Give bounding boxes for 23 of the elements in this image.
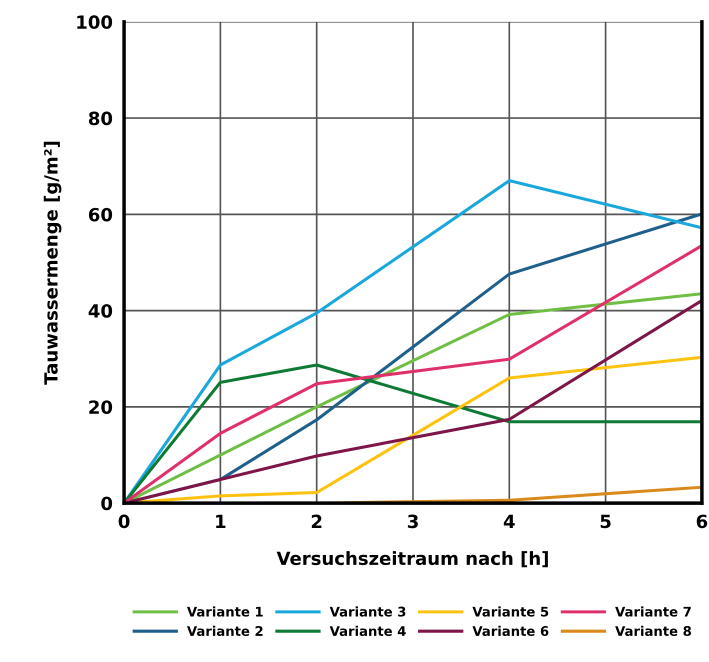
legend-label: Variante 2 xyxy=(186,626,263,636)
y-tick-label: 20 xyxy=(89,400,112,414)
x-tick-label: 0 xyxy=(118,514,130,528)
y-axis-title: Tauwassermenge [g/m²] xyxy=(44,142,62,385)
legend-label: Variante 1 xyxy=(186,606,263,617)
x-tick-label: 4 xyxy=(504,514,515,528)
x-tick-label: 3 xyxy=(408,514,418,528)
x-axis-title: Versuchszeitraum nach [h] xyxy=(276,551,548,568)
legend-label: Variante 5 xyxy=(472,606,548,617)
y-tick-label: 100 xyxy=(77,15,112,29)
y-tick-label: 40 xyxy=(88,304,112,318)
legend-label: Variante 3 xyxy=(330,606,406,617)
y-tick-label: 0 xyxy=(101,496,112,510)
x-tick-label: 2 xyxy=(312,514,322,528)
x-tick-label: 5 xyxy=(600,514,611,528)
legend-label: Variante 4 xyxy=(330,626,406,636)
x-tick-label: 6 xyxy=(696,514,708,528)
legend-label: Variante 8 xyxy=(615,626,692,636)
legend-label: Variante 6 xyxy=(472,626,548,636)
y-tick-label: 60 xyxy=(88,208,112,222)
x-tick-label: 1 xyxy=(216,514,226,528)
legend-label: Variante 7 xyxy=(615,606,691,617)
y-tick-label: 80 xyxy=(88,112,112,126)
